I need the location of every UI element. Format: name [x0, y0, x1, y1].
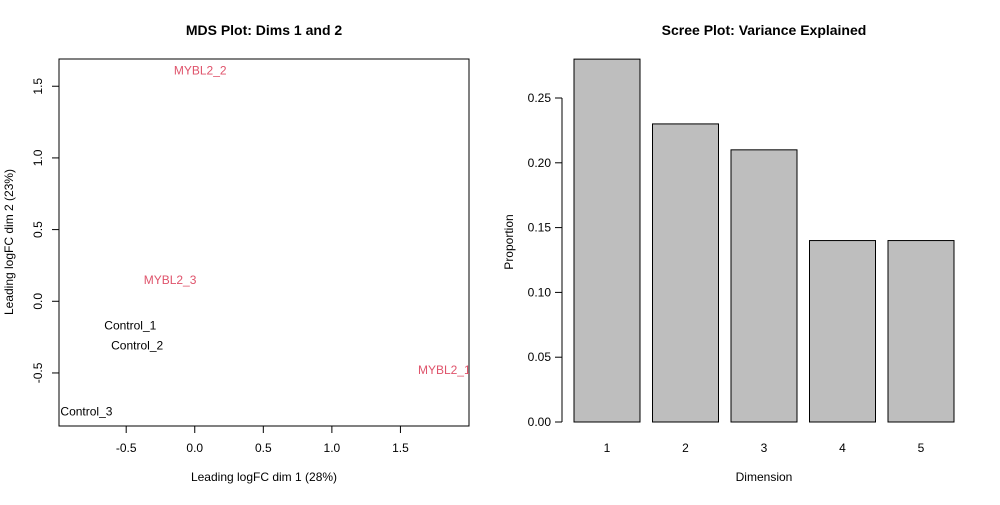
scree-ytick-label: 0.20: [528, 156, 552, 170]
mds-ytick-label: 0.0: [31, 293, 45, 310]
scree-ytick-label: 0.15: [528, 221, 552, 235]
mds-point-label: Control_1: [104, 319, 156, 333]
mds-point-label: Control_2: [111, 339, 163, 353]
scree-ytick-label: 0.00: [528, 415, 552, 429]
mds-point-label: MYBL2_3: [144, 273, 197, 287]
mds-xtick-label: 1.0: [324, 441, 341, 455]
mds-ytick-label: -0.5: [31, 362, 45, 383]
scree-bar: [887, 240, 955, 423]
scree-category-label: 2: [682, 441, 689, 455]
mds-ylabel: Leading logFC dim 2 (23%): [2, 169, 16, 315]
scree-bar: [573, 58, 641, 423]
mds-xtick-label: -0.5: [116, 441, 137, 455]
scree-ytick-label: 0.10: [528, 285, 552, 299]
scree-ytick-label: 0.05: [528, 350, 552, 364]
scree-plot: Scree Plot: Variance Explained 0.00 0.05 0…: [502, 22, 955, 484]
scree-category-label: 4: [839, 441, 846, 455]
scree-category-label: 1: [604, 441, 611, 455]
scree-title: Scree Plot: Variance Explained: [662, 22, 867, 38]
mds-point-label: Control_3: [60, 405, 112, 419]
mds-xtick-label: 0.5: [255, 441, 272, 455]
mds-ytick-label: 0.5: [31, 221, 45, 238]
scree-category-label: 3: [761, 441, 768, 455]
scree-bar: [809, 240, 876, 423]
scree-xlabel: Dimension: [736, 470, 793, 484]
scree-category-label: 5: [918, 441, 925, 455]
mds-ytick-label: 1.5: [31, 78, 45, 95]
mds-title: MDS Plot: Dims 1 and 2: [186, 22, 343, 38]
scree-ylabel: Proportion: [502, 214, 516, 269]
scree-bar: [730, 149, 798, 423]
mds-plot: MDS Plot: Dims 1 and 2 -0.5 0.0 0.5 1.0 1.5 …: [2, 22, 471, 484]
mds-xtick-label: 0.0: [186, 441, 203, 455]
mds-ytick-label: 1.0: [31, 149, 45, 166]
mds-xtick-label: 1.5: [392, 441, 409, 455]
scree-bar: [652, 123, 719, 423]
mds-xlabel: Leading logFC dim 1 (28%): [191, 470, 337, 484]
scree-ytick-label: 0.25: [528, 91, 552, 105]
mds-plot-box: [58, 58, 470, 427]
mds-point-label: MYBL2_1: [418, 363, 471, 377]
mds-point-label: MYBL2_2: [174, 63, 227, 77]
